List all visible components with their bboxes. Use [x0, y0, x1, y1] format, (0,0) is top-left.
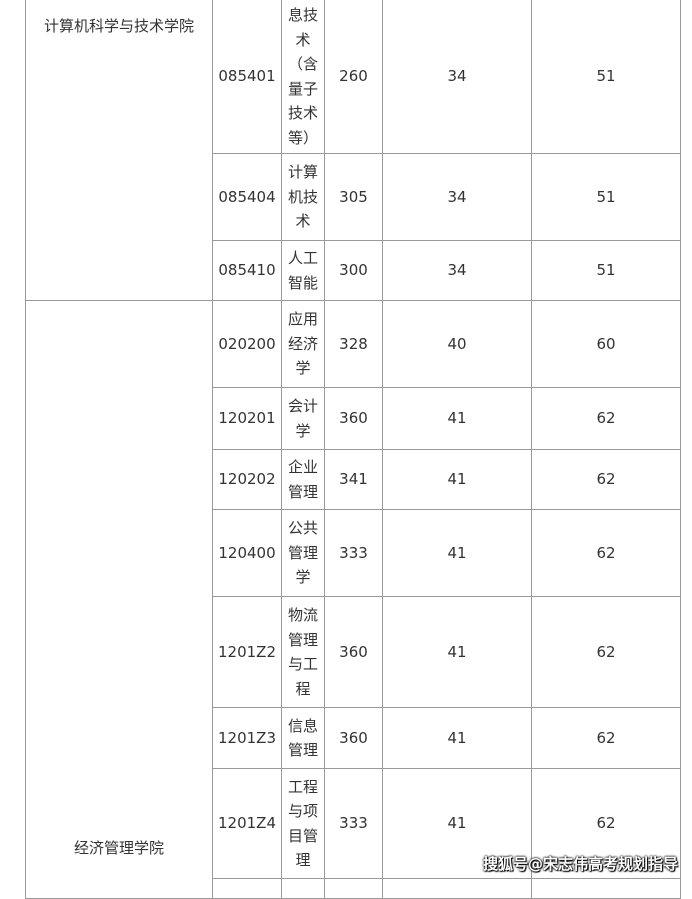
- subject-score-a: 41: [382, 509, 532, 597]
- major-name: 物流管理与工程: [281, 596, 325, 708]
- major-name: 信息管理: [281, 707, 325, 769]
- subject-score-b: 62: [531, 707, 681, 769]
- total-score: 360: [324, 707, 383, 769]
- college-name: 计算机科学与技术学院: [43, 17, 194, 35]
- table-row: 1201Z2 物流管理与工程 360 41 62: [26, 596, 681, 708]
- major-code: 020200: [212, 300, 282, 388]
- table-row: 经济管理学院 020200 应用经济学 328 40 60: [25, 300, 681, 899]
- subject-score-a: 41: [382, 596, 532, 708]
- subject-score-a: 34: [382, 0, 532, 154]
- subject-score-b: 62: [531, 768, 681, 879]
- major-code: 1201Z3: [212, 707, 282, 769]
- college-name: 经济管理学院: [73, 839, 164, 857]
- table-row: 120201 会计学 360 41 62: [26, 387, 681, 450]
- subject-score-b: 62: [531, 449, 681, 510]
- subject-score-a: 34: [382, 240, 532, 301]
- subject-score-b: 62: [531, 387, 681, 450]
- total-score: 333: [324, 768, 383, 879]
- watermark: 搜狐号@宋志伟高考规划指导: [482, 855, 678, 873]
- college-cell: 经济管理学院: [25, 300, 213, 899]
- total-score: 260: [324, 0, 383, 154]
- table-row: 1201Z4 工程与项目管理 333 41 62: [26, 768, 681, 879]
- major-code: 1201Z2: [212, 596, 282, 708]
- total-score: 300: [324, 240, 383, 301]
- table-row: 085410 人工智能 300 34 51: [26, 240, 681, 301]
- total-score: 360: [324, 596, 383, 708]
- major-code: 085410: [212, 240, 282, 301]
- major-name: 会计学: [281, 387, 325, 450]
- subject-score-b: 51: [531, 153, 681, 241]
- major-name: 息技术（含量子技术等）: [281, 0, 325, 154]
- subject-score-a: 34: [382, 153, 532, 241]
- major-name: 人工智能: [281, 240, 325, 301]
- major-name: 企业管理: [281, 449, 325, 510]
- total-score: 360: [324, 387, 383, 450]
- subject-score-a: 41: [382, 449, 532, 510]
- subject-score-a: 41: [382, 768, 532, 879]
- subject-score-b: 62: [531, 509, 681, 597]
- total-score: 333: [324, 509, 383, 597]
- major-name: 公共管理学: [281, 509, 325, 597]
- total-score: 305: [324, 153, 383, 241]
- major-code: 1201Z4: [212, 768, 282, 879]
- subject-score-b: 51: [531, 0, 681, 154]
- major-code: 120202: [212, 449, 282, 510]
- major-code: 085404: [212, 153, 282, 241]
- major-code: 085401: [212, 0, 282, 154]
- subject-score-a: 40: [382, 300, 532, 388]
- score-table: 计算机科学与技术学院 085401 息技术（含量子技术等） 260 34 51 …: [25, 0, 681, 899]
- table-row: 计算机科学与技术学院 085401 息技术（含量子技术等） 260 34 51: [25, 0, 681, 301]
- subject-score-b: 51: [531, 240, 681, 301]
- major-name: 计算机技术: [281, 153, 325, 241]
- major-name: 工程与项目管理: [281, 768, 325, 879]
- table-row: 085404 计算机技术 305 34 51: [26, 153, 681, 241]
- subject-score-b: 62: [531, 596, 681, 708]
- major-name: 应用经济学: [281, 300, 325, 388]
- college-cell: 计算机科学与技术学院: [25, 0, 213, 301]
- subject-score-a: 41: [382, 707, 532, 769]
- total-score: 341: [324, 449, 383, 510]
- subject-score-b: 60: [531, 300, 681, 388]
- major-code: 120201: [212, 387, 282, 450]
- subject-score-a: 41: [382, 387, 532, 450]
- major-code: 120400: [212, 509, 282, 597]
- table-row: 120400 公共管理学 333 41 62: [26, 509, 681, 597]
- total-score: 328: [324, 300, 383, 388]
